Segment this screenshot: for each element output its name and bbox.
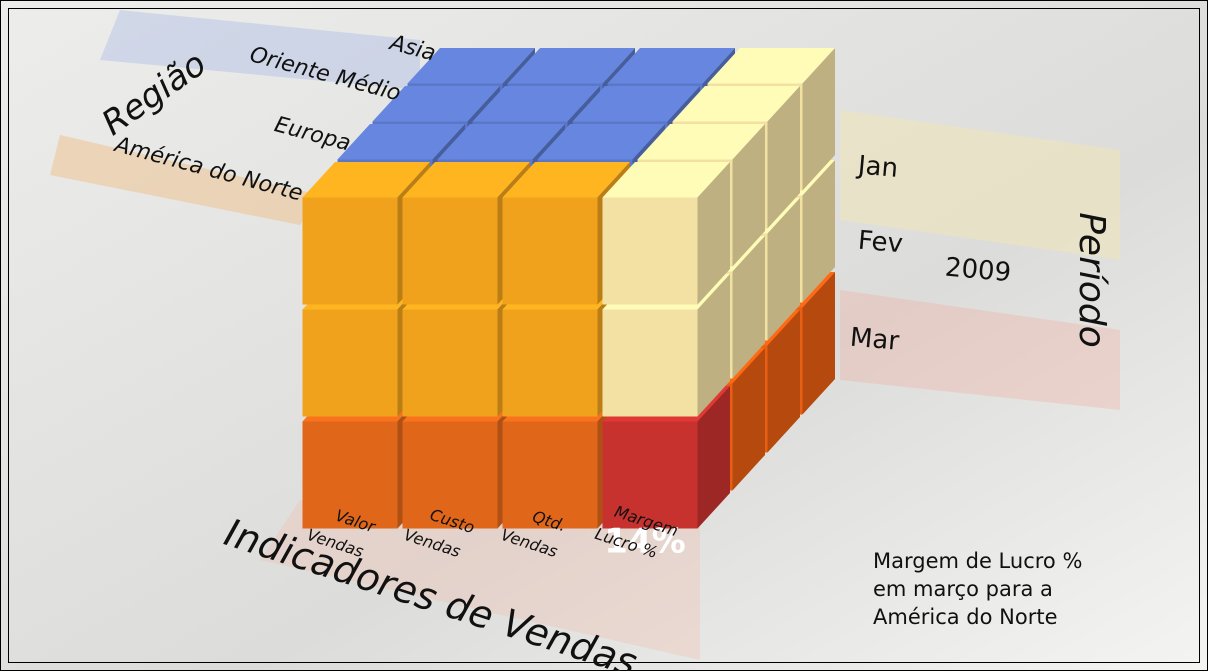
cube-front: [503, 198, 598, 305]
cube-front: [403, 198, 498, 305]
caption-line: em março para a: [873, 577, 1053, 601]
period-label: Jan: [855, 150, 900, 184]
caption-line: América do Norte: [873, 605, 1058, 629]
cube-front: [603, 310, 698, 417]
period-year: 2009: [944, 253, 1013, 289]
period-label: Mar: [849, 323, 901, 357]
cube-front: [303, 198, 398, 305]
cube: [303, 48, 836, 529]
cube-front: [303, 310, 398, 417]
cube-front: [603, 198, 698, 305]
period-title: Período: [1071, 212, 1112, 348]
cube-front: [403, 310, 498, 417]
caption: Margem de Lucro % em março para a América …: [873, 549, 1082, 629]
cube-front: [503, 310, 598, 417]
caption-line: Margem de Lucro %: [873, 549, 1082, 573]
diagram: Região Asia Oriente Médio Europa América…: [0, 0, 1208, 671]
period-label: Fev: [857, 226, 904, 260]
